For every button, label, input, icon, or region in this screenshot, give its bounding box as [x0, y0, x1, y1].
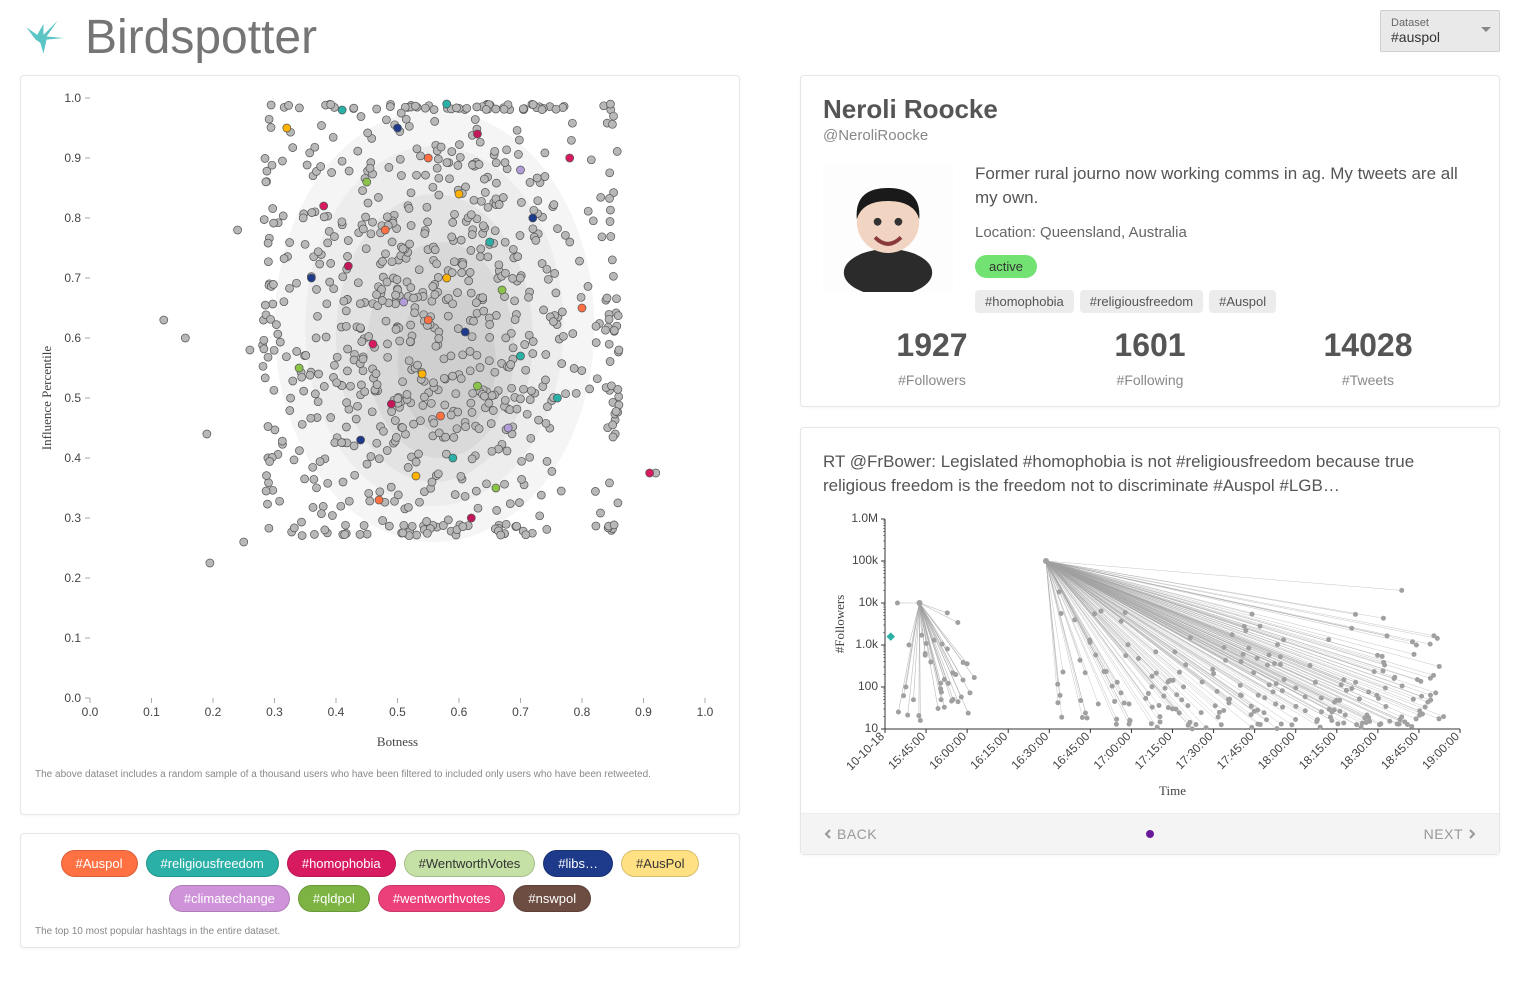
svg-text:10k: 10k: [859, 595, 879, 609]
svg-text:18:15:00: 18:15:00: [1296, 729, 1339, 772]
profile-tag[interactable]: #religiousfreedom: [1080, 290, 1203, 313]
svg-text:0.6: 0.6: [451, 705, 468, 719]
svg-text:1.0M: 1.0M: [851, 511, 878, 525]
svg-text:0.8: 0.8: [574, 705, 591, 719]
legend-pill[interactable]: #qldpol: [298, 885, 370, 912]
status-badge: active: [975, 255, 1037, 278]
scatter-card: 0.00.0 0.1 0.1 0.2 0.2 0.3 0.3 0.4 0.4 0.5 0.5 0.6 0…: [20, 75, 740, 815]
avatar: [823, 162, 953, 292]
svg-text:18:30:00: 18:30:00: [1337, 729, 1380, 772]
dataset-label: Dataset: [1391, 17, 1489, 29]
chevron-left-icon: [823, 829, 833, 839]
legend-pill[interactable]: #libs…: [543, 850, 613, 877]
chevron-right-icon: [1467, 829, 1477, 839]
stat-num: 1927: [823, 327, 1041, 364]
svg-text:100k: 100k: [852, 553, 879, 567]
svg-text:0.9: 0.9: [635, 705, 652, 719]
svg-text:0.1: 0.1: [64, 631, 81, 645]
scatter-caption: The above dataset includes a random samp…: [35, 769, 725, 780]
stats-row: 1927 #Followers1601 #Following14028 #Tweets: [823, 327, 1477, 388]
svg-text:0.8: 0.8: [64, 211, 81, 225]
svg-text:0.9: 0.9: [64, 151, 81, 165]
stat: 1927 #Followers: [823, 327, 1041, 388]
dataset-value: #auspol: [1391, 29, 1489, 45]
svg-text:0.5: 0.5: [389, 705, 406, 719]
svg-text:18:00:00: 18:00:00: [1255, 729, 1298, 772]
legend-pill[interactable]: #AusPol: [621, 850, 699, 877]
legend-pill[interactable]: #nswpol: [513, 885, 591, 912]
stat-num: 1601: [1041, 327, 1259, 364]
cascade-plot[interactable]: 101001.0k10k100k1.0M10-10-1815:45:0016:0…: [823, 509, 1477, 799]
next-button[interactable]: NEXT: [1424, 826, 1477, 842]
back-button[interactable]: BACK: [823, 826, 877, 842]
app-title: Birdspotter: [85, 10, 317, 65]
svg-text:Influence Percentile: Influence Percentile: [39, 346, 54, 451]
svg-text:0.7: 0.7: [64, 271, 81, 285]
svg-text:0.4: 0.4: [328, 705, 345, 719]
svg-text:0.2: 0.2: [205, 705, 222, 719]
svg-text:#Followers: #Followers: [832, 595, 847, 654]
svg-text:1.0: 1.0: [697, 705, 714, 719]
profile-bio: Former rural journo now working comms in…: [975, 162, 1477, 210]
svg-text:0.7: 0.7: [512, 705, 529, 719]
dataset-selector[interactable]: Dataset #auspol: [1380, 10, 1500, 52]
stat-label: #Tweets: [1259, 372, 1477, 388]
legend-pill[interactable]: #Auspol: [61, 850, 138, 877]
profile-name: Neroli Roocke: [823, 94, 1477, 125]
svg-text:16:30:00: 16:30:00: [1008, 729, 1051, 772]
legend-pills: #Auspol #religiousfreedom #homophobia #Went…: [35, 850, 725, 912]
svg-text:0.2: 0.2: [64, 571, 81, 585]
svg-text:17:45:00: 17:45:00: [1214, 729, 1257, 772]
svg-text:0.4: 0.4: [64, 451, 81, 465]
svg-text:16:00:00: 16:00:00: [926, 729, 969, 772]
header: Birdspotter Dataset #auspol: [0, 0, 1520, 75]
hummingbird-icon: [20, 13, 70, 63]
legend-card: #Auspol #religiousfreedom #homophobia #Went…: [20, 833, 740, 948]
svg-text:0.6: 0.6: [64, 331, 81, 345]
profile-location: Location: Queensland, Australia: [975, 224, 1477, 241]
svg-text:16:45:00: 16:45:00: [1050, 729, 1093, 772]
profile-tag[interactable]: #homophobia: [975, 290, 1074, 313]
pager: BACK NEXT: [801, 813, 1499, 854]
svg-text:16:15:00: 16:15:00: [967, 729, 1010, 772]
svg-text:10-10-18: 10-10-18: [843, 729, 887, 773]
pager-dot[interactable]: [1146, 830, 1154, 838]
tweet-card: RT @FrBower: Legislated #homophobia is n…: [800, 427, 1500, 855]
svg-text:100: 100: [858, 679, 878, 693]
stat-label: #Followers: [823, 372, 1041, 388]
svg-text:17:15:00: 17:15:00: [1132, 729, 1175, 772]
profile-handle: @NeroliRoocke: [823, 127, 1477, 144]
legend-pill[interactable]: #homophobia: [287, 850, 396, 877]
profile-card: Neroli Roocke @NeroliRoocke Former ru: [800, 75, 1500, 407]
scatter-plot[interactable]: 0.00.0 0.1 0.1 0.2 0.2 0.3 0.3 0.4 0.4 0.5 0.5 0.6 0…: [35, 88, 725, 758]
legend-pill[interactable]: #religiousfreedom: [146, 850, 279, 877]
svg-text:0.5: 0.5: [64, 391, 81, 405]
stat: 14028 #Tweets: [1259, 327, 1477, 388]
legend-pill[interactable]: #wentworthvotes: [378, 885, 506, 912]
legend-pill[interactable]: #climatechange: [169, 885, 290, 912]
profile-tag[interactable]: #Auspol: [1209, 290, 1276, 313]
svg-text:0.3: 0.3: [64, 511, 81, 525]
svg-text:18:45:00: 18:45:00: [1378, 729, 1421, 772]
svg-text:15:45:00: 15:45:00: [885, 729, 928, 772]
svg-text:0.0: 0.0: [82, 705, 99, 719]
svg-text:0.0: 0.0: [64, 691, 81, 705]
svg-text:0.1: 0.1: [143, 705, 160, 719]
svg-text:19:00:00: 19:00:00: [1419, 729, 1462, 772]
svg-text:1.0k: 1.0k: [855, 637, 879, 651]
legend-pill[interactable]: #WentworthVotes: [404, 850, 536, 877]
legend-caption: The top 10 most popular hashtags in the …: [35, 926, 725, 937]
svg-text:0.3: 0.3: [266, 705, 283, 719]
svg-text:17:30:00: 17:30:00: [1173, 729, 1216, 772]
tweet-text: RT @FrBower: Legislated #homophobia is n…: [823, 450, 1477, 499]
stat-label: #Following: [1041, 372, 1259, 388]
profile-tags: #homophobia #religiousfreedom #Auspol: [975, 290, 1477, 313]
svg-text:1.0: 1.0: [64, 91, 81, 105]
stat-num: 14028: [1259, 327, 1477, 364]
stat: 1601 #Following: [1041, 327, 1259, 388]
svg-text:Botness: Botness: [377, 734, 418, 749]
svg-text:17:00:00: 17:00:00: [1091, 729, 1134, 772]
svg-text:Time: Time: [1159, 783, 1186, 798]
chevron-down-icon: [1481, 27, 1491, 32]
